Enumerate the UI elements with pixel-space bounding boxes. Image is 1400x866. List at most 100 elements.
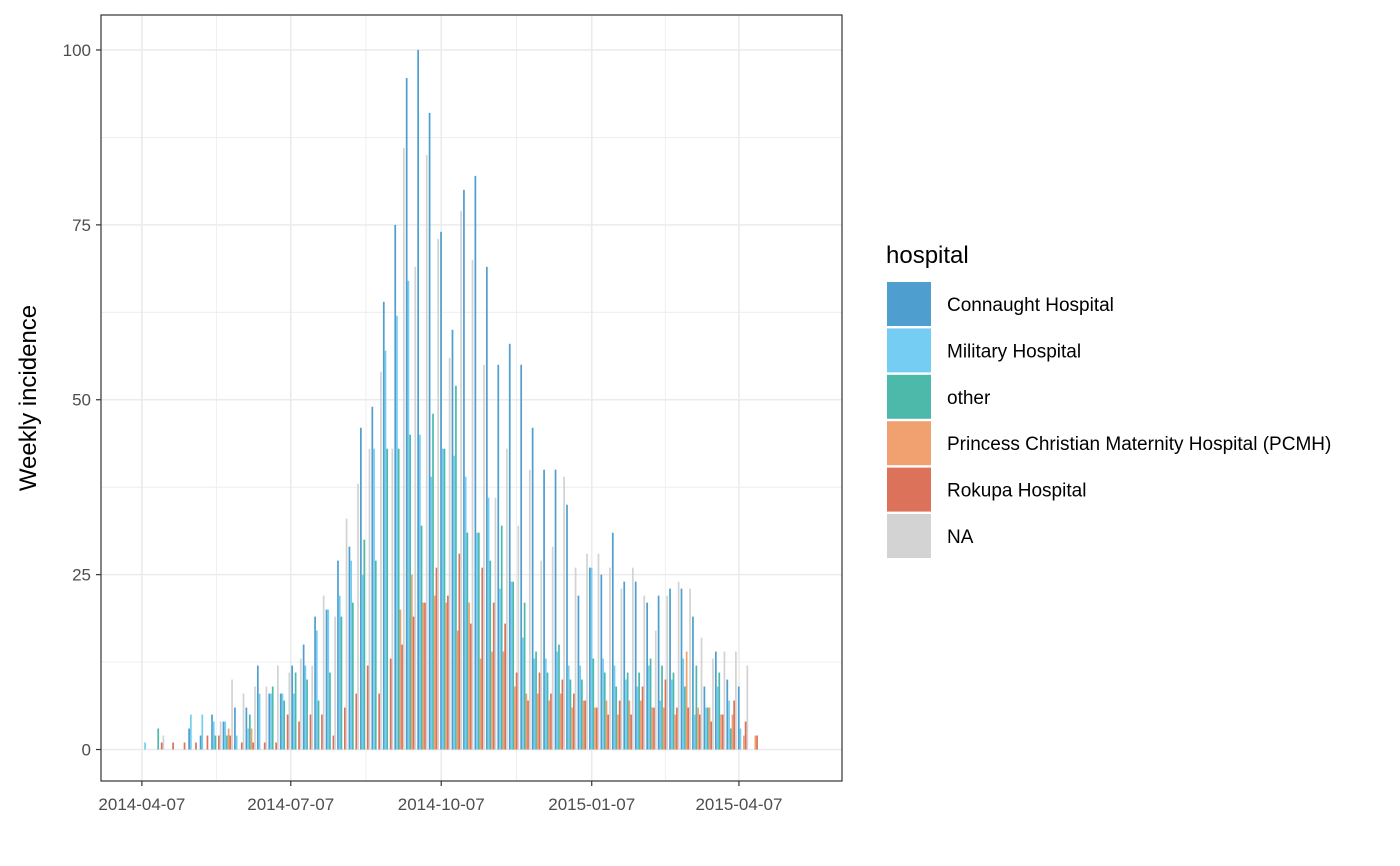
bar <box>625 679 627 750</box>
bar <box>543 469 545 750</box>
bar <box>670 679 673 750</box>
x-tick-label: 2014-10-07 <box>398 795 485 814</box>
bar <box>703 686 706 750</box>
bar <box>623 581 626 750</box>
bar <box>489 560 492 750</box>
bar <box>463 189 465 750</box>
bar <box>291 665 294 750</box>
bar <box>414 266 417 750</box>
bar <box>600 574 603 750</box>
bar <box>708 707 711 750</box>
bar <box>304 665 307 750</box>
bar <box>684 686 686 750</box>
bar <box>160 742 163 750</box>
bar <box>329 672 331 750</box>
bar <box>597 553 600 750</box>
panel-border <box>100 14 843 782</box>
bar <box>603 672 606 750</box>
bar <box>695 665 698 750</box>
bar <box>189 714 192 750</box>
bar <box>218 735 220 750</box>
bar <box>455 385 457 750</box>
bar <box>680 588 683 750</box>
bar <box>716 686 719 750</box>
bar <box>700 637 703 750</box>
bar <box>723 651 726 750</box>
bar <box>574 567 577 750</box>
bar <box>523 602 526 750</box>
bar <box>577 595 580 750</box>
bar <box>456 630 459 750</box>
bar <box>405 77 408 750</box>
bar <box>458 553 461 750</box>
bar <box>235 735 238 750</box>
bar <box>214 735 217 750</box>
bar <box>476 532 478 750</box>
bar <box>206 735 209 750</box>
bar <box>224 721 227 750</box>
bar <box>589 567 591 750</box>
bar <box>706 707 709 750</box>
bar <box>306 679 308 750</box>
bar <box>540 560 543 750</box>
bar <box>548 700 551 750</box>
bar <box>373 448 375 750</box>
bar <box>162 735 165 750</box>
bar <box>314 616 316 750</box>
legend-key <box>887 374 931 419</box>
bar <box>219 721 222 750</box>
bar <box>731 714 734 750</box>
bar <box>647 665 650 750</box>
bar <box>487 497 490 750</box>
bar <box>579 665 582 750</box>
bar <box>646 602 648 750</box>
bar <box>384 350 387 750</box>
bar <box>469 623 472 750</box>
bar <box>428 112 431 750</box>
bar <box>689 588 691 750</box>
bar <box>468 602 470 750</box>
bar <box>692 616 694 750</box>
bar <box>687 707 690 750</box>
bar <box>425 154 428 750</box>
bar <box>605 700 608 750</box>
bar <box>293 693 295 750</box>
bar <box>258 693 261 750</box>
bar <box>270 693 272 750</box>
bar <box>572 693 575 750</box>
bar <box>676 707 678 750</box>
bar <box>271 686 274 750</box>
y-tick-label: 100 <box>63 41 91 60</box>
bar <box>275 742 278 750</box>
bar <box>729 728 732 750</box>
bar <box>447 595 449 750</box>
y-tick-label: 0 <box>82 741 91 760</box>
bar <box>714 651 717 750</box>
y-tick-label: 50 <box>72 391 91 410</box>
bar <box>172 742 174 750</box>
bar <box>443 448 446 750</box>
bar <box>355 693 358 750</box>
bar <box>559 693 562 750</box>
bar <box>653 707 655 750</box>
bar <box>483 364 485 750</box>
bar <box>321 714 323 750</box>
bar <box>504 623 507 750</box>
bar <box>440 231 442 750</box>
bar <box>491 651 493 750</box>
bar <box>231 679 233 750</box>
bar <box>754 735 757 750</box>
bar <box>451 329 454 750</box>
bar <box>350 560 353 750</box>
bar <box>515 672 518 750</box>
bar <box>618 700 621 750</box>
bar <box>517 525 520 750</box>
bar <box>417 49 419 750</box>
bar <box>661 665 663 750</box>
bar <box>631 567 634 750</box>
legend-label: Rokupa Hospital <box>947 481 1086 502</box>
bar <box>409 434 411 750</box>
bar <box>609 567 611 750</box>
bar <box>201 714 204 750</box>
bar <box>277 665 279 750</box>
